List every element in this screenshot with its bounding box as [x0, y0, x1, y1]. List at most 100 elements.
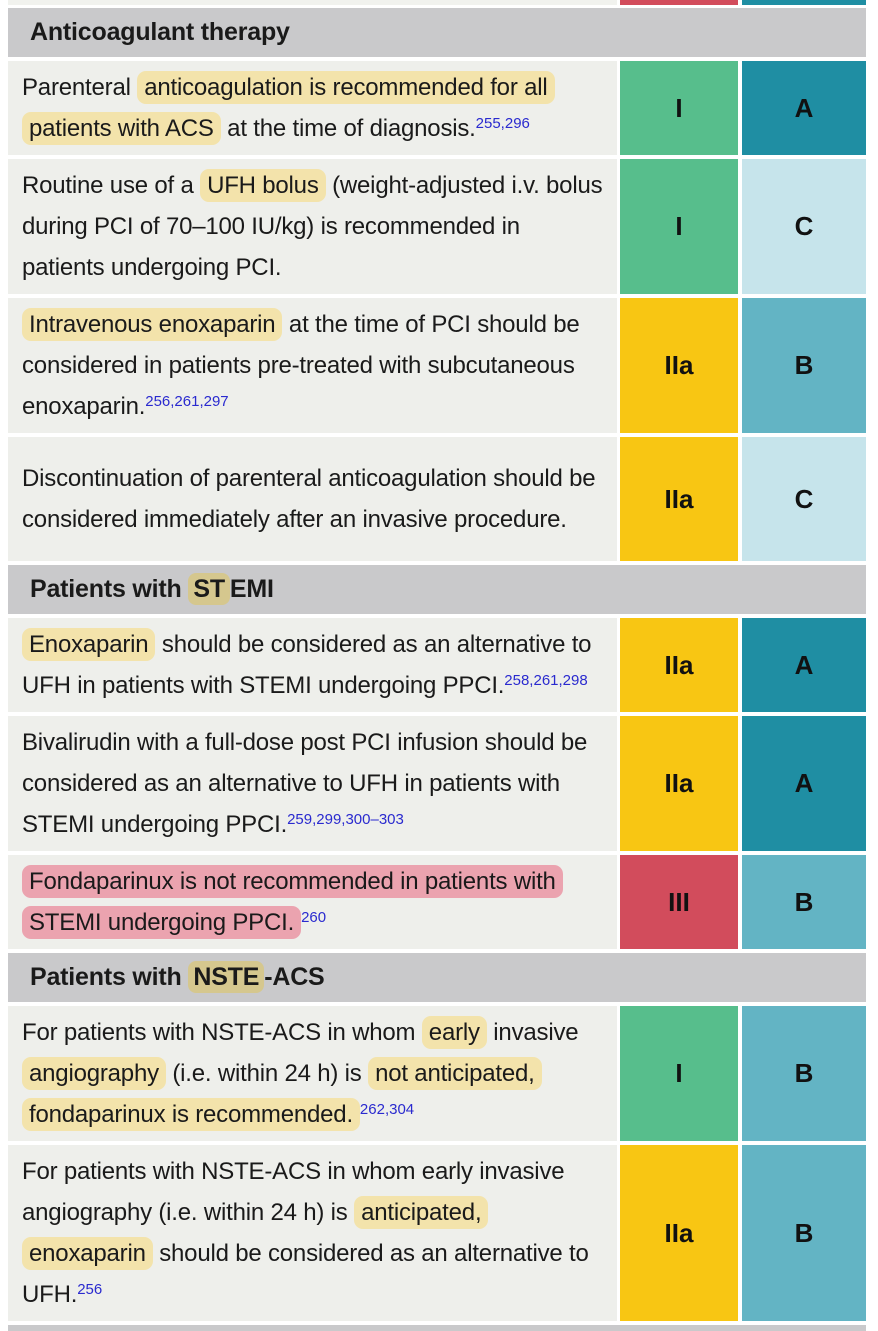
partial-text-cell — [8, 0, 617, 5]
class-label: I — [675, 211, 683, 241]
highlight-tan: NSTE — [188, 961, 265, 993]
level-of-evidence-cell: B — [742, 1006, 866, 1141]
text-run: Routine use of a — [22, 172, 201, 199]
recommendation-row: For patients with NSTE-ACS in whom early… — [8, 1006, 866, 1141]
class-label: III — [668, 886, 690, 917]
class-of-recommendation-cell: I — [620, 61, 738, 155]
section-header: Patients with ST EMI — [8, 565, 866, 614]
text-run: For patients with NSTE-ACS in whom — [22, 1019, 422, 1046]
recommendation-row: Discontinuation of parenteral anticoagul… — [8, 437, 866, 561]
class-of-recommendation-cell: I — [620, 1006, 738, 1141]
section-header: Anticoagulant therapy — [8, 8, 866, 57]
text-run: -ACS — [264, 963, 325, 991]
recommendation-text: Routine use of a UFH bolus (weight-adjus… — [22, 165, 603, 288]
highlight-yellow: UFH bolus — [200, 169, 326, 202]
recommendation-text: Bivalirudin with a full-dose post PCI in… — [22, 722, 603, 845]
class-of-recommendation-cell: IIa — [620, 716, 738, 851]
section-header-text: Patients with NSTE -ACS — [30, 961, 325, 993]
next-section-header-partial — [8, 1325, 866, 1331]
section-header-text: Patients with ST EMI — [30, 573, 274, 605]
citation-reference[interactable]: 258,261,298 — [504, 672, 588, 689]
citation-reference[interactable]: 256,261,297 — [145, 393, 229, 410]
text-run: Discontinuation of parenteral anticoagul… — [22, 465, 596, 533]
text-run: should be considered as an alternative t… — [22, 631, 592, 699]
text-run: at the time of diagnosis. — [220, 115, 476, 142]
recommendation-text-cell: Fondaparinux is not recommended in patie… — [8, 855, 617, 949]
level-label: B — [794, 1217, 814, 1248]
text-run: Patients with — [30, 963, 189, 991]
recommendation-row: Bivalirudin with a full-dose post PCI in… — [8, 716, 866, 851]
text-run: invasive — [486, 1019, 579, 1046]
citation-reference[interactable]: 260 — [301, 909, 327, 926]
partial-level-cell — [742, 0, 866, 5]
recommendation-text-cell: Parenteral anticoagulation is recommende… — [8, 61, 617, 155]
level-label: B — [794, 886, 814, 917]
class-of-recommendation-cell: I — [620, 159, 738, 294]
text-run: Bivalirudin with a full-dose post PCI in… — [22, 729, 588, 838]
recommendation-text: Discontinuation of parenteral anticoagul… — [22, 458, 603, 540]
class-label: IIa — [664, 1217, 694, 1248]
section-header: Patients with NSTE -ACS — [8, 953, 866, 1002]
highlight-yellow: Enoxaparin — [22, 628, 156, 661]
recommendation-row: Intravenous enoxaparin at the time of PC… — [8, 298, 866, 433]
class-label: IIa — [664, 350, 694, 380]
class-of-recommendation-cell: IIa — [620, 1145, 738, 1321]
class-of-recommendation-cell: III — [620, 855, 738, 949]
recommendation-text-cell: Bivalirudin with a full-dose post PCI in… — [8, 716, 617, 851]
level-of-evidence-cell: A — [742, 61, 866, 155]
partial-row-top — [8, 0, 866, 5]
text-run: EMI — [229, 575, 274, 603]
citation-reference[interactable]: 256 — [77, 1281, 103, 1298]
recommendation-text: For patients with NSTE-ACS in whom early… — [22, 1012, 603, 1135]
partial-class-cell — [620, 0, 738, 5]
recommendation-text-cell: For patients with NSTE-ACS in whom early… — [8, 1145, 617, 1321]
highlight-pink: Fondaparinux is not recommended in patie… — [22, 865, 563, 939]
text-run: at the time of PCI should be considered … — [22, 311, 580, 420]
highlight-yellow: not anticipated, — [368, 1057, 542, 1090]
recommendation-row: Enoxaparin should be considered as an al… — [8, 618, 866, 712]
recommendations-table: Anticoagulant therapy Parenteral anticoag… — [8, 0, 866, 1331]
highlight-yellow: Intravenous enoxaparin — [22, 308, 283, 341]
highlight-yellow: anticipated, — [354, 1196, 489, 1229]
level-of-evidence-cell: C — [742, 159, 866, 294]
level-label: C — [794, 483, 814, 514]
citation-reference[interactable]: 262,304 — [359, 1101, 415, 1118]
text-run: (i.e. within 24 h) is — [165, 1060, 369, 1087]
highlight-yellow: enoxaparin — [22, 1237, 153, 1270]
level-of-evidence-cell: B — [742, 1145, 866, 1321]
level-label: A — [794, 92, 814, 123]
recommendation-text: Intravenous enoxaparin at the time of PC… — [22, 304, 603, 427]
level-of-evidence-cell: A — [742, 716, 866, 851]
class-label: IIa — [664, 649, 694, 680]
recommendation-text-cell: Routine use of a UFH bolus (weight-adjus… — [8, 159, 617, 294]
recommendation-text: Fondaparinux is not recommended in patie… — [22, 861, 603, 943]
recommendation-text-cell: For patients with NSTE-ACS in whom early… — [8, 1006, 617, 1141]
text-run: Parenteral — [22, 74, 138, 101]
citation-reference[interactable]: 259,299,300–303 — [287, 811, 404, 828]
class-label: IIa — [664, 768, 694, 798]
class-label: I — [675, 1058, 683, 1088]
class-label: IIa — [664, 483, 694, 514]
text-run: (weight-adjusted i.v. bolus during PCI o… — [22, 172, 603, 281]
highlight-tan: ST — [188, 573, 230, 605]
recommendation-text-cell: Discontinuation of parenteral anticoagul… — [8, 437, 617, 561]
recommendation-row: Routine use of a UFH bolus (weight-adjus… — [8, 159, 866, 294]
level-label: B — [794, 1058, 814, 1088]
recommendation-row: For patients with NSTE-ACS in whom early… — [8, 1145, 866, 1321]
recommendation-text: For patients with NSTE-ACS in whom early… — [22, 1151, 603, 1315]
highlight-yellow: angiography — [22, 1057, 166, 1090]
section-header-text: Anticoagulant therapy — [30, 18, 290, 47]
text-run: Anticoagulant therapy — [30, 18, 290, 46]
class-of-recommendation-cell: IIa — [620, 298, 738, 433]
highlight-yellow: fondaparinux is recommended. — [22, 1098, 360, 1131]
citation-reference[interactable]: 255,296 — [475, 115, 530, 132]
level-of-evidence-cell: B — [742, 855, 866, 949]
class-label: I — [675, 92, 683, 123]
recommendation-row: Parenteral anticoagulation is recommende… — [8, 61, 866, 155]
recommendation-text: Parenteral anticoagulation is recommende… — [22, 67, 603, 149]
recommendation-text-cell: Intravenous enoxaparin at the time of PC… — [8, 298, 617, 433]
level-label: A — [794, 649, 814, 680]
level-label: C — [794, 211, 814, 241]
class-of-recommendation-cell: IIa — [620, 437, 738, 561]
level-of-evidence-cell: A — [742, 618, 866, 712]
